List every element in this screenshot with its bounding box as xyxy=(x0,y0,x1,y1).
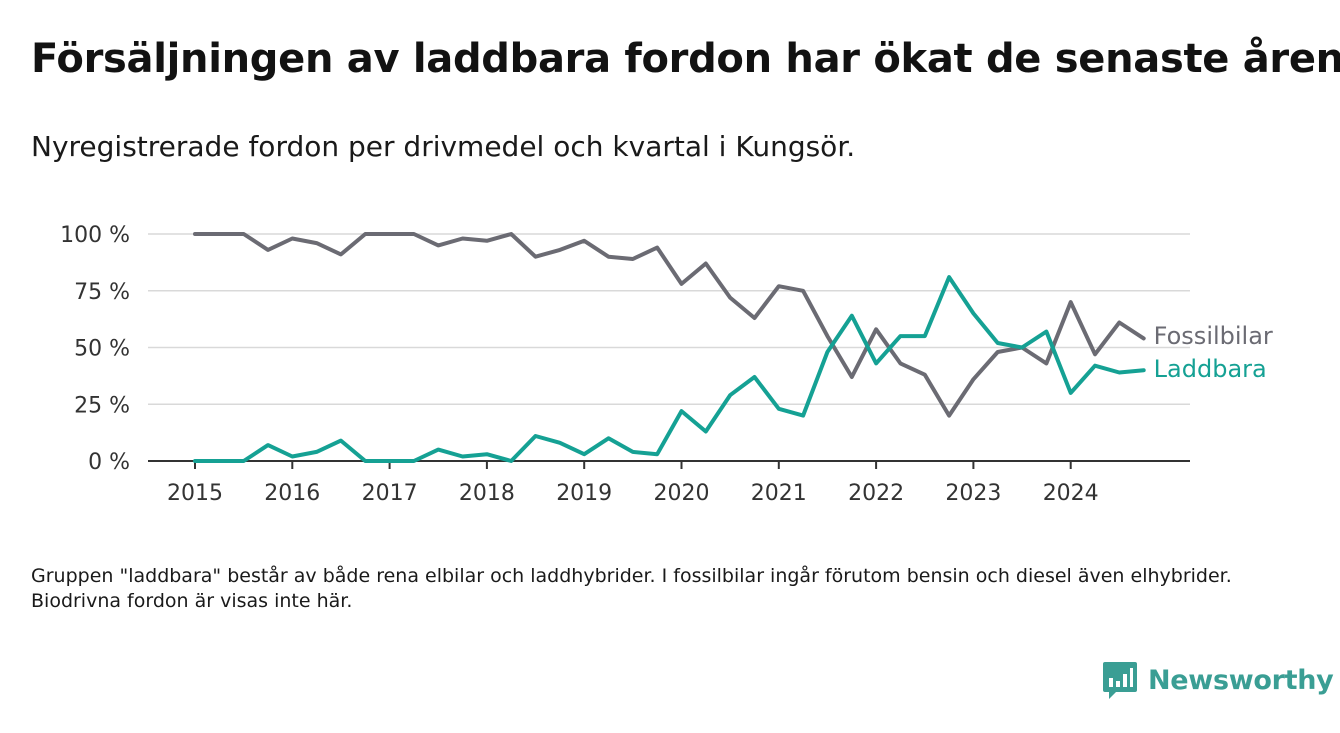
x-tick-label: 2015 xyxy=(167,481,223,506)
x-tick-label: 2021 xyxy=(751,481,807,506)
x-tick-label: 2018 xyxy=(459,481,515,506)
x-tick-label: 2023 xyxy=(945,481,1001,506)
series-line-fossilbilar xyxy=(193,232,1146,418)
footnote: Gruppen "laddbara" består av både rena e… xyxy=(31,565,1232,612)
chart-subtitle: Nyregistrerade fordon per drivmedel och … xyxy=(31,130,856,163)
chart-title: Försäljningen av laddbara fordon har öka… xyxy=(31,36,1340,82)
x-tick-label: 2016 xyxy=(264,481,320,506)
series-label-laddbara: Laddbara xyxy=(1154,355,1267,383)
y-tick-label: 0 % xyxy=(88,450,130,475)
x-tick-label: 2017 xyxy=(362,481,418,506)
brand-logo: Newsworthy xyxy=(1102,660,1334,700)
newsworthy-logo-icon xyxy=(1103,662,1137,699)
y-tick-label: 75 % xyxy=(74,280,130,305)
x-tick-label: 2020 xyxy=(654,481,710,506)
x-tick-label: 2024 xyxy=(1043,481,1099,506)
x-tick-label: 2019 xyxy=(556,481,612,506)
brand-name: Newsworthy xyxy=(1148,664,1334,696)
series-label-fossilbilar: Fossilbilar xyxy=(1154,322,1273,350)
y-tick-label: 25 % xyxy=(74,393,130,418)
y-tick-label: 50 % xyxy=(74,337,130,362)
y-tick-label: 100 % xyxy=(60,223,130,248)
x-tick-label: 2022 xyxy=(848,481,904,506)
series-line-laddbara xyxy=(193,275,1146,463)
